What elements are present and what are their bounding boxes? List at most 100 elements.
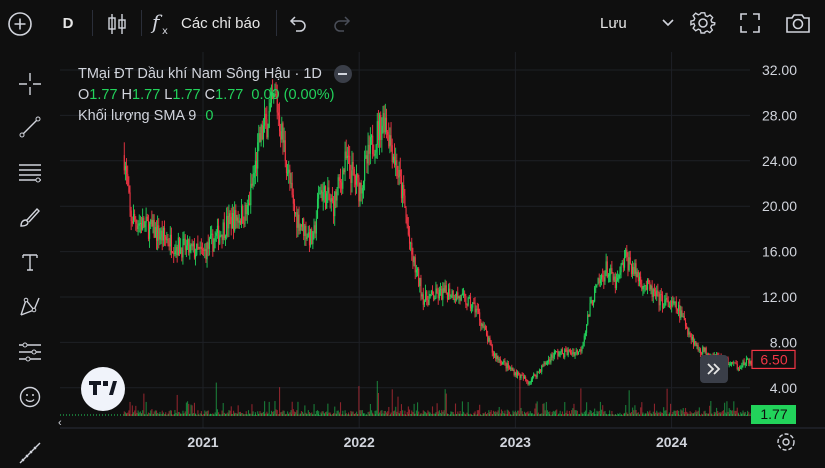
- candle: [630, 263, 633, 275]
- volume-bar: [326, 411, 328, 416]
- text-tool[interactable]: [15, 247, 45, 277]
- volume-bar: [526, 412, 528, 416]
- candle: [138, 223, 140, 226]
- volume-bar: [589, 410, 591, 416]
- candle: [473, 302, 475, 304]
- volume-bar: [474, 411, 476, 416]
- volume-bar: [434, 413, 436, 416]
- fullscreen-button[interactable]: [737, 10, 763, 36]
- volume-bar: [735, 410, 737, 416]
- volume-bar: [429, 412, 431, 416]
- candles-group: [123, 79, 756, 386]
- volume-bar: [489, 411, 491, 416]
- candle: [365, 155, 367, 159]
- volume-bar: [599, 401, 601, 416]
- volume-bar: [591, 412, 593, 416]
- candle: [503, 361, 505, 363]
- trend-line-tool[interactable]: [15, 112, 45, 142]
- scroll-left-icon: ‹: [58, 417, 62, 429]
- candle: [594, 287, 596, 302]
- candle: [395, 160, 397, 165]
- candle: [123, 155, 125, 171]
- volume-bar: [197, 410, 199, 416]
- volume-bar: [331, 413, 334, 416]
- candle: [435, 288, 437, 299]
- candle: [750, 361, 752, 365]
- volume-bar: [138, 412, 140, 416]
- add-symbol-button[interactable]: [6, 10, 34, 38]
- symbol-title[interactable]: TMại ĐT Dầu khí Nam Sông Hậu · 1D: [78, 65, 322, 82]
- scroll-to-realtime-button[interactable]: [700, 355, 728, 383]
- candle: [735, 363, 737, 365]
- candle: [185, 245, 187, 251]
- redo-button[interactable]: [330, 11, 356, 35]
- hide-legend-button[interactable]: [333, 64, 352, 83]
- candle: [545, 362, 547, 365]
- volume-bar: [358, 386, 360, 416]
- candle: [305, 225, 307, 239]
- volume-label[interactable]: Khối lượng SMA 9: [78, 107, 197, 124]
- candle: [237, 217, 239, 223]
- volume-bar: [552, 410, 554, 416]
- candle: [643, 285, 645, 287]
- volume-bar: [534, 408, 536, 416]
- chart-type-button[interactable]: [103, 10, 131, 38]
- candle: [475, 308, 477, 313]
- candle: [457, 292, 459, 299]
- save-button[interactable]: Lưu: [592, 11, 682, 35]
- candle: [430, 290, 432, 294]
- candle: [419, 278, 421, 287]
- volume-bar: [619, 412, 621, 416]
- candle: [397, 176, 399, 178]
- volume-bar: [372, 412, 374, 416]
- volume-bar: [164, 414, 166, 416]
- candle: [221, 234, 223, 240]
- candle: [681, 310, 683, 317]
- volume-bar: [158, 413, 160, 416]
- volume-bar: [503, 413, 505, 416]
- ruler-tool[interactable]: [15, 438, 45, 468]
- forecast-tool[interactable]: [15, 337, 45, 367]
- brush-tool[interactable]: [15, 202, 45, 232]
- volume-bar: [598, 410, 600, 416]
- volume-bar: [295, 412, 297, 416]
- volume-bar: [241, 413, 243, 416]
- candle: [323, 186, 325, 192]
- candle: [367, 144, 369, 164]
- candle: [691, 336, 693, 340]
- candle: [431, 290, 434, 295]
- volume-bar: [494, 411, 496, 416]
- interval-button[interactable]: D: [62, 14, 74, 32]
- candle: [302, 218, 304, 227]
- candle: [541, 365, 543, 372]
- candle: [249, 203, 251, 206]
- candle: [650, 285, 652, 290]
- snapshot-button[interactable]: [783, 10, 813, 36]
- candle: [680, 310, 682, 319]
- candle: [139, 223, 141, 225]
- volume-bar: [580, 388, 582, 416]
- candle: [527, 381, 529, 384]
- volume-bar: [337, 410, 339, 416]
- volume-bar: [481, 414, 483, 416]
- volume-bar: [610, 414, 612, 416]
- candle: [648, 279, 650, 283]
- volume-bar: [680, 409, 682, 416]
- candle: [400, 176, 403, 199]
- volume-bar: [670, 403, 672, 416]
- volume-bar: [311, 412, 313, 416]
- scale-settings-button[interactable]: [777, 433, 795, 451]
- volume-bar: [529, 411, 531, 416]
- emoji-tool[interactable]: [15, 382, 45, 412]
- volume-bar: [626, 412, 628, 416]
- crosshair-tool[interactable]: [15, 69, 45, 99]
- candle: [609, 274, 611, 276]
- pattern-tool[interactable]: [15, 292, 45, 322]
- undo-button[interactable]: [284, 11, 310, 35]
- fib-tool[interactable]: [15, 157, 45, 187]
- candle: [316, 198, 319, 219]
- candle: [291, 182, 293, 195]
- settings-button[interactable]: [689, 9, 717, 37]
